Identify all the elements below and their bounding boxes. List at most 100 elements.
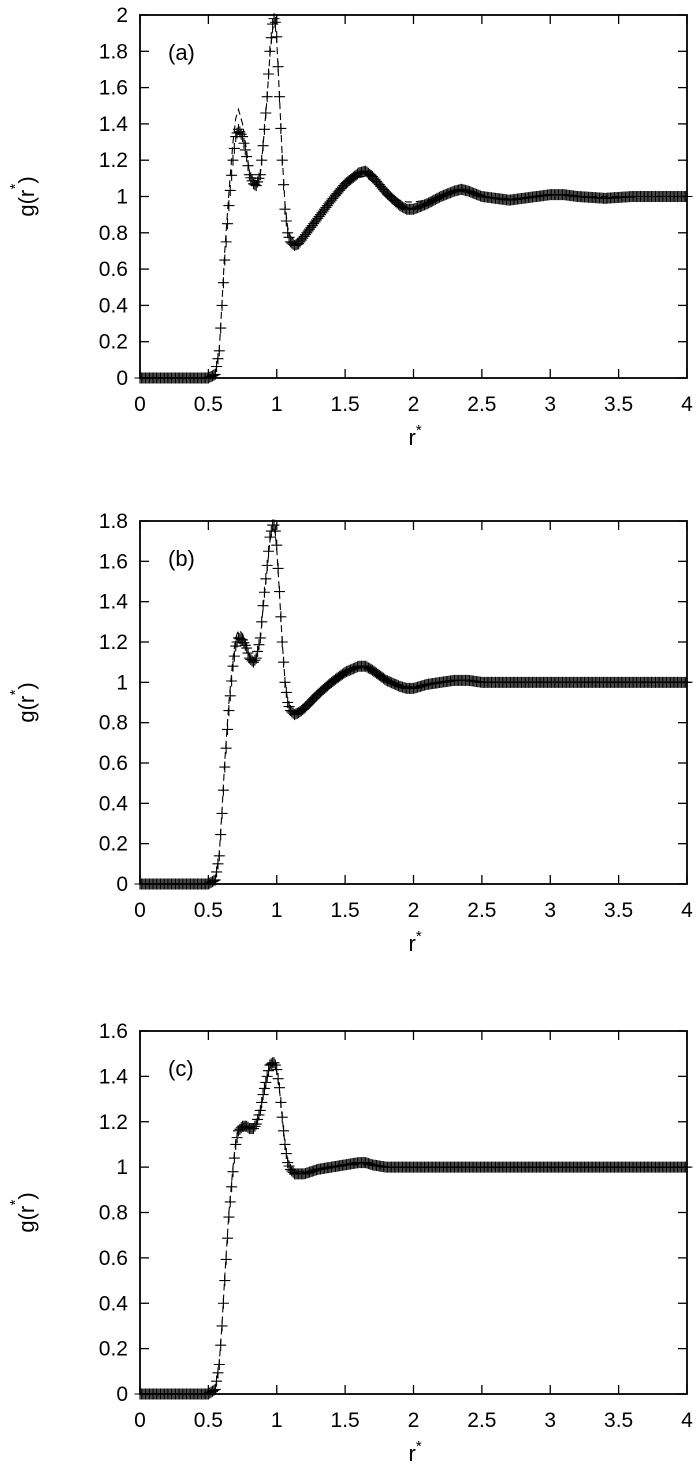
panel-a-x-tick-label: 2.5 [467,393,496,416]
panel-a-plus-point [211,361,223,373]
panel-a-dashed-series-line [140,22,687,379]
panel-c-x-tick-label: 1 [271,1409,283,1432]
panel-b-plus-point [237,634,249,646]
panel-c-y-tick-label: 0 [116,1383,128,1406]
panel-c-y-axis-label-sup: * [7,1199,24,1205]
panel-c-x-tick-label: 1.5 [331,1409,360,1432]
panel-b-y-tick-label: 0 [116,873,128,896]
panel-c-x-axis-label-sup: * [416,1438,422,1455]
panel-c-y-tick-label: 1.4 [99,1065,129,1088]
panel-c-plus-point [250,1118,262,1130]
panel-a-x-tick-label: 1 [271,393,283,416]
panel-a-plus-point [249,179,261,191]
panel-a-y-tick-label: 0.6 [99,258,128,281]
panel-b-plus-point [228,650,240,662]
panel-c-ticks: 0 0.5 1 1.5 2 2.5 3 3.5 4 0 0.2 0.4 0.6 0.8 1 1.2 1.4 1.6 [99,1020,693,1432]
panel-b-y-tick-label: 1.6 [99,550,128,573]
panel-a-y-tick-label: 1.4 [99,113,129,136]
panel-b-x-tick-label: 1 [271,899,283,922]
panel-c-plus-point [268,1057,280,1069]
panel-a-plus-point [227,154,239,166]
panel-b-y-tick-label: 1.2 [99,631,128,654]
panel-a-x-axis-label-sup: * [416,422,422,439]
panel-c-dashed-series-line [140,1064,687,1395]
panel-b: 0 0.5 1 1.5 2 2.5 3 3.5 4 0 0.2 0.4 0.6 0.8 1 1.2 1.4 1.6… [7,510,693,956]
panel-b-plus-point [252,645,264,657]
panel-c-y-tick-label: 0.4 [99,1292,129,1315]
panel-a-x-tick-label: 0.5 [194,393,223,416]
panel-a-y-tick-label: 0.4 [99,294,129,317]
panel-c-label: (c) [168,1056,194,1081]
panel-a-x-axis-label: r* [409,422,422,450]
panel-b-y-tick-label: 0.4 [99,792,129,815]
panel-a-plus-point [235,128,247,140]
panel-a: 0 0.5 1 1.5 2 2.5 3 3.5 4 0 0.2 0.4 0.6 0.8 1 1.2 1.4 1.6… [7,4,693,450]
panel-b-plus-point [223,705,235,717]
panel-b-label: (b) [168,546,195,571]
panel-b-y-tick-label: 1.4 [99,591,129,614]
panel-c-plus-point [256,1096,268,1108]
panel-a-y-tick-label: 1.2 [99,149,128,172]
panel-a-plus-point [238,137,250,149]
panel-a-x-tick-label: 1.5 [331,393,360,416]
panel-b-x-tick-label: 3 [544,899,556,922]
panel-b-plus-point [249,654,261,666]
panel-c-plus-point [249,1120,261,1132]
panel-b-y-tick-label: 0.2 [99,833,128,856]
panel-c-y-tick-label: 0.8 [99,1202,128,1225]
panel-c-y-tick-label: 0.2 [99,1338,128,1361]
panel-c-y-tick-label: 1.2 [99,1111,128,1134]
panel-a-y-tick-label: 1 [116,186,128,209]
panel-a-plus-point [226,169,238,181]
panel-a-plus-series [134,13,693,384]
panel-a-plus-point [269,16,281,28]
panel-a-y-tick-label: 0.8 [99,222,128,245]
panel-b-x-tick-label: 0.5 [194,899,223,922]
panel-a-plus-point [228,142,240,154]
panel-b-x-axis-label-sup: * [416,928,422,945]
panel-b-x-axis-label: r* [409,928,422,956]
panel-a-plus-point [283,231,295,243]
panel-b-x-axis-label-text: r [409,931,416,956]
panel-c-y-tick-label: 0.6 [99,1247,128,1270]
panel-b-x-tick-label: 2 [408,899,420,922]
panel-a-x-tick-label: 3 [544,393,556,416]
panel-b-y-tick-label: 1 [116,671,128,694]
panel-a-y-tick-label: 2 [116,4,128,27]
panel-a-plus-point [223,200,235,212]
panel-c-x-tick-label: 2 [408,1409,420,1432]
panel-b-x-tick-label: 0 [134,899,146,922]
panel-c-x-tick-label: 3 [544,1409,556,1432]
panel-a-plus-point [237,131,249,143]
panel-a-ticks: 0 0.5 1 1.5 2 2.5 3 3.5 4 0 0.2 0.4 0.6 0.8 1 1.2 1.4 1.6… [99,4,693,416]
panel-c-x-tick-label: 2.5 [467,1409,496,1432]
panel-a-x-tick-label: 2 [408,393,420,416]
panel-a-x-axis-label-text: r [409,425,416,450]
panel-b-dashed-series-line [140,528,687,885]
panel-c-y-axis-label: g(r ) * [7,1192,39,1232]
panel-a-marks [134,13,693,384]
panel-c: 0 0.5 1 1.5 2 2.5 3 3.5 4 0 0.2 0.4 0.6 0.8 1 1.2 1.4 1.6… [7,1020,693,1466]
panel-a-plus-point [243,169,255,181]
panel-c-y-tick-label: 1.6 [99,1020,128,1043]
panel-a-x-tick-label: 0 [134,393,146,416]
panel-a-y-tick-label: 1.6 [99,77,128,100]
panel-b-plus-point [269,525,281,537]
panel-a-y-tick-label: 1.8 [99,40,128,63]
panel-c-x-tick-label: 4 [681,1409,693,1432]
panel-b-y-axis-label-sup: * [7,689,24,695]
panel-a-plus-point [245,172,257,184]
panel-b-x-tick-label: 2.5 [467,899,496,922]
panel-b-ticks: 0 0.5 1 1.5 2 2.5 3 3.5 4 0 0.2 0.4 0.6 0.8 1 1.2 1.4 1.6… [99,510,693,922]
panel-a-y-axis-label-text: g(r ) [14,176,39,216]
panel-a-y-axis-label: g(r ) * [7,176,39,216]
panel-a-x-tick-label: 4 [681,393,693,416]
panel-b-y-tick-label: 0.8 [99,712,128,735]
panel-b-y-axis-label-text: g(r ) [14,682,39,722]
panel-c-x-tick-label: 0 [134,1409,146,1432]
panel-c-plus-point [253,1109,265,1121]
panel-b-y-axis-label: g(r ) * [7,682,39,722]
panel-a-y-tick-label: 0 [116,367,128,390]
